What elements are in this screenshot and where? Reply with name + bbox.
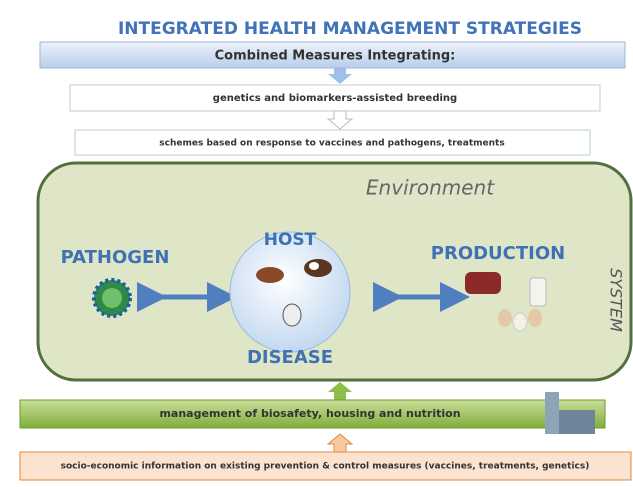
production: PRODUCTION [431,243,565,264]
arrow [328,434,352,452]
environment: Environment [366,176,495,200]
virus-icon [94,280,130,316]
arrow [328,111,352,129]
item: schemes based on response to vaccines an… [159,139,504,149]
socio-economic: socio-economic information on existing p… [61,462,590,472]
diagram: INTEGRATED HEALTH MANAGEMENT STRATEGIES … [0,0,633,487]
disease: DISEASE [247,347,333,368]
arrow [328,382,352,400]
system-label: SYSTEM [607,268,626,332]
host: HOST [264,230,317,250]
host-circle [230,232,350,352]
item: genetics and biomarkers-assisted breedin… [213,93,457,104]
pathogen: PATHOGEN [61,247,170,268]
farm-icon [545,392,595,434]
arrow [328,68,352,84]
management: management of biosafety, housing and nut… [159,407,460,420]
heading: Combined Measures Integrating: [215,49,456,64]
title: INTEGRATED HEALTH MANAGEMENT STRATEGIES [118,19,582,39]
